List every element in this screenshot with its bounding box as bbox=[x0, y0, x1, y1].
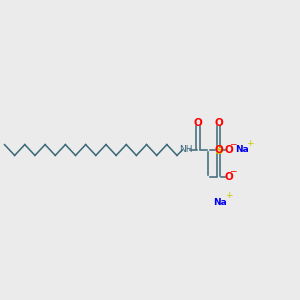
Text: NH: NH bbox=[179, 146, 193, 154]
Text: −: − bbox=[229, 166, 236, 175]
Text: O: O bbox=[224, 172, 233, 182]
Text: O: O bbox=[224, 145, 233, 155]
Text: Na: Na bbox=[235, 146, 248, 154]
Text: O: O bbox=[214, 118, 223, 128]
Text: Na: Na bbox=[214, 198, 227, 207]
Text: −: − bbox=[229, 139, 236, 148]
Text: S: S bbox=[214, 143, 223, 157]
Text: O: O bbox=[214, 145, 223, 155]
Text: O: O bbox=[194, 118, 202, 128]
Text: +: + bbox=[225, 191, 233, 200]
Text: +: + bbox=[246, 139, 254, 148]
